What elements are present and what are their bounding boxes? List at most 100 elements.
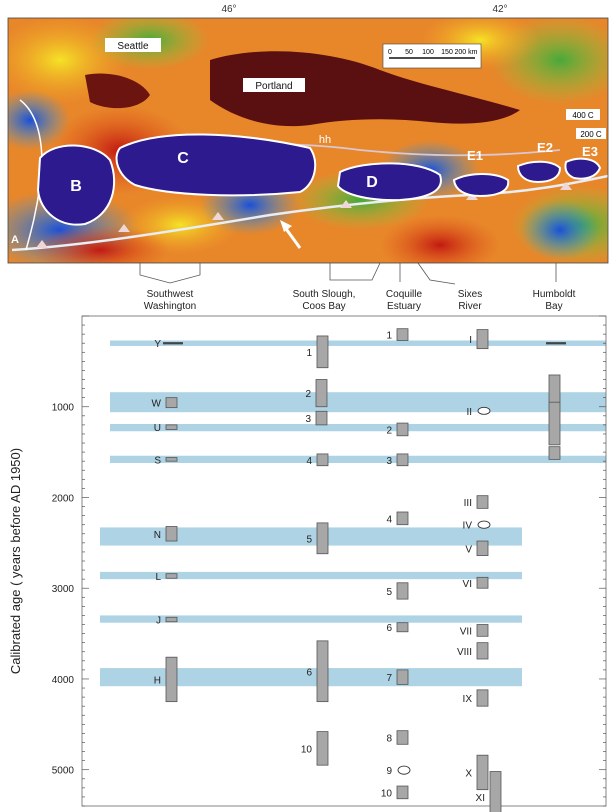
y-tick-label: 3000 [52, 584, 75, 595]
correlation-band [110, 455, 606, 463]
event-age-range [396, 511, 409, 526]
event-label: 3 [386, 456, 392, 467]
event-age-range [165, 397, 178, 409]
segment-label-e3: E3 [582, 144, 598, 159]
scale-tick-100: 100 [422, 49, 434, 56]
y-tick-label: 5000 [52, 766, 75, 777]
event-label: S [154, 455, 161, 466]
correlation-band [100, 527, 522, 546]
site-label-humboldt: Humboldt Bay [533, 289, 576, 312]
event-label: L [155, 572, 161, 583]
y-axis: 1000 2000 3000 4000 5000 [52, 315, 606, 807]
convergence-arrowhead [280, 220, 292, 232]
y-tick-label: 1000 [52, 403, 75, 414]
event-label: 5 [306, 534, 312, 545]
event-age-range [396, 669, 409, 685]
event-label: N [154, 530, 161, 541]
event-age-range [315, 379, 328, 408]
legend-value-400: 400 C [572, 111, 594, 120]
hinge-label: hh [319, 134, 331, 146]
map-frame [7, 17, 609, 264]
event-label: W [152, 399, 162, 410]
event-age-range [316, 522, 329, 555]
event-label: 10 [381, 788, 393, 799]
event-age-range [315, 410, 328, 426]
scale-bar-box [382, 43, 482, 69]
correlation-band [100, 615, 522, 623]
event-label: V [465, 544, 472, 555]
dark-red-anomaly-2 [85, 73, 150, 109]
event-label: 1 [386, 331, 392, 342]
longitude-label-42: 42° [492, 4, 507, 15]
gravity-anomaly-map: 46° 42° [7, 4, 609, 264]
correlation-band [110, 423, 606, 432]
event-label: 8 [386, 733, 392, 744]
segment-d [336, 162, 442, 202]
event-age-range [396, 622, 409, 633]
event-age-range [476, 624, 489, 637]
event-label: 9 [386, 766, 392, 777]
event-age-range [165, 457, 178, 462]
portland-label: Portland [255, 81, 292, 92]
event-age-range [396, 730, 409, 745]
event-label: 4 [306, 456, 312, 467]
event-age-range [476, 329, 489, 350]
segment-c [115, 133, 317, 197]
site-label-coquille: Coquille Estuary [386, 289, 423, 312]
scale-tick-200: 200 km [455, 49, 478, 56]
event-age-range [316, 731, 329, 766]
event-age-range [165, 526, 178, 542]
event-label: 4 [386, 514, 392, 525]
seattle-label: Seattle [117, 41, 149, 52]
segment-label-b: B [70, 178, 82, 195]
legend-value-box-200 [576, 128, 606, 139]
event-ellipse [477, 520, 491, 529]
event-label: VI [463, 579, 472, 590]
event-ellipse [477, 406, 491, 415]
event-label: 10 [301, 744, 313, 755]
site-label-south-slough: South Slough, Coos Bay [293, 289, 356, 312]
event-label: IV [463, 521, 473, 532]
event-age-range [396, 582, 409, 600]
longitude-label-46: 46° [221, 4, 236, 15]
segment-b [36, 144, 116, 226]
event-age-range [396, 422, 409, 437]
event-age-range [396, 328, 409, 341]
event-label: X [465, 768, 472, 779]
age-correlation-chart: 1000 2000 3000 4000 5000 Y W U S N L J H 1 2 3 4 5 6 10 1 2 3… [8, 315, 607, 812]
event-label: 6 [306, 667, 312, 678]
event-label: J [156, 616, 161, 627]
seattle-label-box [105, 38, 161, 52]
event-age-range [548, 446, 561, 460]
deformation-front-line [11, 174, 608, 252]
event-age-range [396, 785, 409, 800]
event-age-range [548, 374, 561, 446]
y-axis-title: Calibrated age ( years before AD 1950) [8, 448, 23, 674]
site-label-southwest-washington: Southwest Washington [144, 289, 196, 312]
y-tick-label: 4000 [52, 675, 75, 686]
event-age-range [476, 495, 489, 509]
event-age-range [476, 576, 489, 589]
event-age-range [165, 424, 178, 430]
event-label: 5 [386, 587, 392, 598]
event-label: III [464, 498, 472, 509]
event-age-range [316, 640, 329, 703]
event-label: VIII [457, 647, 472, 658]
event-age-range [165, 573, 178, 579]
event-label: IX [463, 694, 473, 705]
event-age-range [476, 540, 489, 556]
correlated-bands [100, 340, 606, 687]
event-ellipse [397, 765, 411, 775]
event-label: 1 [306, 348, 312, 359]
panel-label-a: A [11, 234, 19, 246]
leader-sixes [417, 262, 456, 285]
event-label: XI [476, 793, 485, 804]
event-label: 6 [386, 623, 392, 634]
segment-label-e1: E1 [467, 148, 483, 163]
event-label: Y [154, 339, 161, 350]
event-age-range [396, 453, 409, 467]
correlation-band [110, 340, 606, 346]
event-age-range [476, 754, 489, 791]
event-label: 3 [305, 414, 311, 425]
